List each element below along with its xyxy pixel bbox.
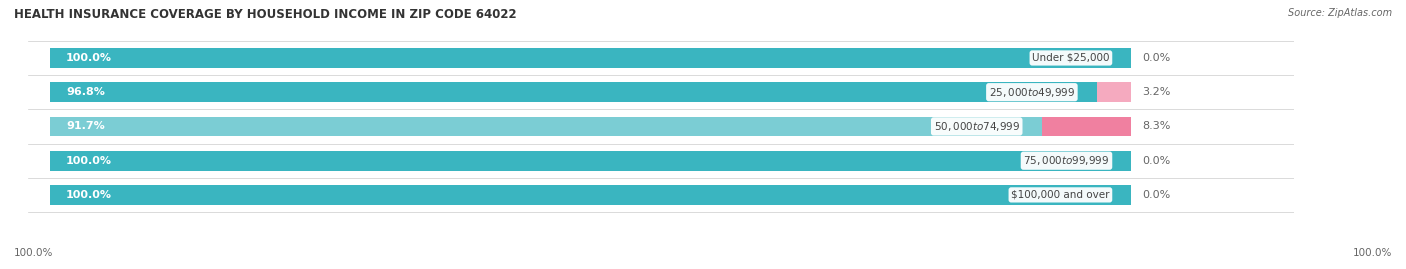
Text: HEALTH INSURANCE COVERAGE BY HOUSEHOLD INCOME IN ZIP CODE 64022: HEALTH INSURANCE COVERAGE BY HOUSEHOLD I… xyxy=(14,8,516,21)
Text: 100.0%: 100.0% xyxy=(14,248,53,258)
Text: 0.0%: 0.0% xyxy=(1142,156,1170,166)
Bar xyxy=(1097,82,1132,102)
Text: 3.2%: 3.2% xyxy=(1142,87,1170,97)
Bar xyxy=(49,82,1097,102)
Text: 96.8%: 96.8% xyxy=(66,87,105,97)
Bar xyxy=(49,116,1132,136)
Text: 100.0%: 100.0% xyxy=(1353,248,1392,258)
Bar xyxy=(1042,116,1132,136)
Text: $75,000 to $99,999: $75,000 to $99,999 xyxy=(1024,154,1109,167)
Text: 100.0%: 100.0% xyxy=(66,53,112,63)
Bar xyxy=(49,82,1132,102)
Text: Source: ZipAtlas.com: Source: ZipAtlas.com xyxy=(1288,8,1392,18)
Text: 8.3%: 8.3% xyxy=(1142,121,1170,132)
Text: Under $25,000: Under $25,000 xyxy=(1032,53,1109,63)
Bar xyxy=(49,116,1042,136)
Text: $100,000 and over: $100,000 and over xyxy=(1011,190,1109,200)
Text: 100.0%: 100.0% xyxy=(66,156,112,166)
Bar xyxy=(49,48,1132,68)
Text: 91.7%: 91.7% xyxy=(66,121,104,132)
Text: 0.0%: 0.0% xyxy=(1142,53,1170,63)
Bar xyxy=(49,48,1132,68)
Bar xyxy=(49,151,1132,171)
Bar xyxy=(49,151,1132,171)
Text: $50,000 to $74,999: $50,000 to $74,999 xyxy=(934,120,1019,133)
Bar xyxy=(49,185,1132,205)
Bar xyxy=(49,185,1132,205)
Text: 100.0%: 100.0% xyxy=(66,190,112,200)
Text: 0.0%: 0.0% xyxy=(1142,190,1170,200)
Text: $25,000 to $49,999: $25,000 to $49,999 xyxy=(988,86,1076,99)
